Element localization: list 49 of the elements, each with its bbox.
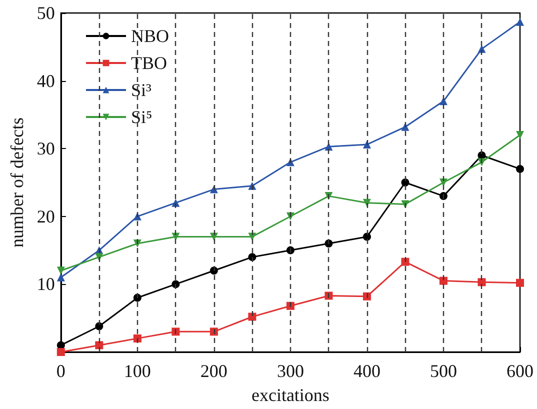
point bbox=[324, 292, 333, 300]
legend-label: Si³ bbox=[131, 80, 152, 100]
x-tick-label: 300 bbox=[276, 361, 304, 381]
point bbox=[401, 178, 410, 186]
x-tick-label: 500 bbox=[430, 361, 457, 381]
y-tick-label: 20 bbox=[36, 206, 55, 226]
point bbox=[248, 232, 256, 241]
point bbox=[248, 253, 256, 262]
point bbox=[210, 328, 218, 336]
x-axis-title: excitations bbox=[251, 385, 330, 405]
point bbox=[516, 18, 524, 26]
point bbox=[439, 192, 448, 200]
point bbox=[362, 232, 371, 241]
point bbox=[95, 322, 104, 330]
x-tick-label: 200 bbox=[200, 361, 228, 381]
point bbox=[56, 273, 65, 282]
point bbox=[133, 334, 142, 342]
point bbox=[478, 278, 486, 286]
point bbox=[95, 341, 104, 350]
x-tick-label: 400 bbox=[353, 361, 380, 381]
legend-label: Si⁵ bbox=[131, 107, 152, 127]
point bbox=[56, 348, 65, 356]
x-tick-label: 600 bbox=[506, 361, 534, 381]
point bbox=[133, 294, 142, 302]
point bbox=[516, 164, 524, 173]
y-tick-label: 10 bbox=[36, 274, 55, 294]
y-tick-label: 30 bbox=[36, 138, 55, 159]
y-tick-label: 40 bbox=[36, 70, 55, 91]
point bbox=[362, 198, 371, 207]
y-axis-title: number of defects bbox=[7, 118, 27, 248]
point bbox=[210, 266, 218, 275]
x-tick-label: 100 bbox=[124, 361, 151, 381]
point bbox=[324, 240, 333, 248]
point bbox=[95, 253, 104, 262]
point bbox=[56, 266, 65, 275]
point bbox=[516, 278, 524, 287]
point bbox=[248, 312, 256, 321]
point bbox=[172, 280, 180, 288]
point bbox=[401, 258, 410, 266]
legend-label: TBO bbox=[131, 53, 167, 73]
point bbox=[210, 232, 218, 241]
y-tick-label: 50 bbox=[36, 3, 55, 23]
point bbox=[362, 292, 371, 300]
legend-label: NBO bbox=[131, 26, 170, 46]
point bbox=[516, 131, 524, 140]
point bbox=[439, 276, 448, 285]
point bbox=[172, 328, 180, 336]
point bbox=[286, 302, 294, 310]
x-tick-label: 0 bbox=[56, 361, 66, 381]
